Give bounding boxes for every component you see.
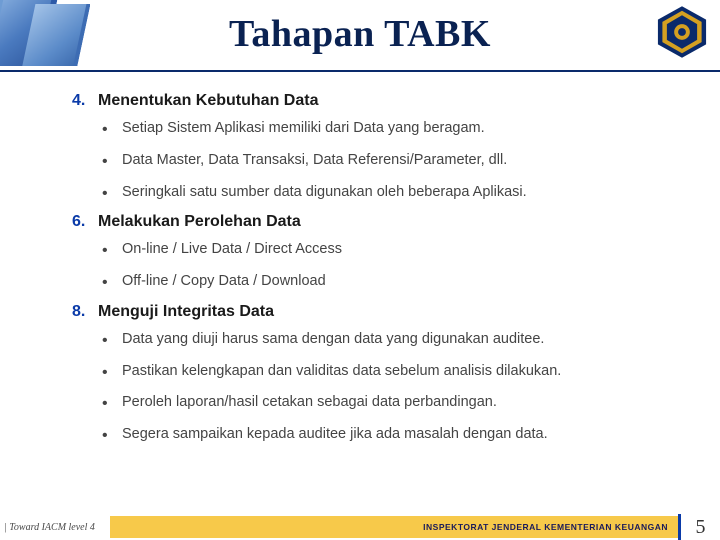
slide-content: 4. Menentukan Kebutuhan Data Setiap Sist… — [0, 72, 720, 446]
section-8: 8. Menguji Integritas Data Data yang diu… — [72, 303, 662, 446]
list-item: On-line / Live Data / Direct Access — [102, 239, 662, 261]
list-item: Setiap Sistem Aplikasi memiliki dari Dat… — [102, 118, 662, 140]
section-number: 6. — [72, 213, 90, 231]
bullet-list: Data yang diuji harus sama dengan data y… — [72, 329, 662, 446]
bullet-list: On-line / Live Data / Direct Access Off-… — [72, 239, 662, 293]
page-number: 5 — [696, 516, 706, 539]
section-6: 6. Melakukan Perolehan Data On-line / Li… — [72, 213, 662, 293]
section-title: Melakukan Perolehan Data — [98, 213, 301, 231]
footer-left-text: | Toward IACM level 4 — [0, 514, 110, 540]
slide-footer: | Toward IACM level 4 INSPEKTORAT JENDER… — [0, 514, 720, 540]
section-4: 4. Menentukan Kebutuhan Data Setiap Sist… — [72, 92, 662, 203]
list-item: Seringkali satu sumber data digunakan ol… — [102, 182, 662, 204]
slide-header: Tahapan TABK — [0, 0, 720, 72]
list-item: Pastikan kelengkapan dan validitas data … — [102, 361, 662, 383]
list-item: Off-line / Copy Data / Download — [102, 271, 662, 293]
list-item: Data yang diuji harus sama dengan data y… — [102, 329, 662, 351]
list-item: Segera sampaikan kepada auditee jika ada… — [102, 424, 662, 446]
list-item: Data Master, Data Transaksi, Data Refere… — [102, 150, 662, 172]
footer-page-wrap: 5 — [678, 514, 720, 540]
footer-org-text: INSPEKTORAT JENDERAL KEMENTERIAN KEUANGA… — [423, 522, 668, 532]
list-item: Peroleh laporan/hasil cetakan sebagai da… — [102, 392, 662, 414]
section-title: Menguji Integritas Data — [98, 303, 274, 321]
slide-title: Tahapan TABK — [0, 12, 720, 56]
footer-bar: INSPEKTORAT JENDERAL KEMENTERIAN KEUANGA… — [110, 516, 678, 538]
section-title: Menentukan Kebutuhan Data — [98, 92, 318, 110]
ministry-logo-icon — [654, 4, 710, 60]
section-number: 8. — [72, 303, 90, 321]
section-number: 4. — [72, 92, 90, 110]
bullet-list: Setiap Sistem Aplikasi memiliki dari Dat… — [72, 118, 662, 203]
